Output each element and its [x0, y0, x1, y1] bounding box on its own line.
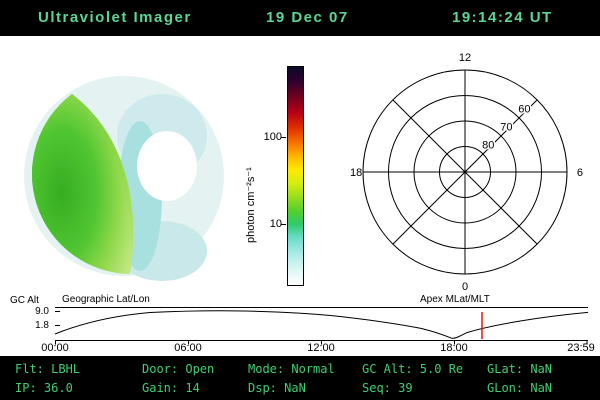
polar-grid-lines [362, 69, 568, 275]
app-title: Ultraviolet Imager [38, 9, 192, 26]
strip-y-tick-1p8: 1.8 [35, 320, 49, 331]
colorbar-tick-mark-100 [281, 137, 286, 138]
uv-disk [24, 76, 224, 281]
status-gain: Gain: 14 [142, 381, 200, 395]
colorbar-unit-label: photon cm⁻²s⁻¹ [245, 167, 257, 243]
gc-alt-strip-chart [54, 307, 589, 345]
strip-right-title: Apex MLat/MLT [420, 294, 490, 305]
colorbar-tick-label-10: 10 [269, 218, 282, 230]
status-ip: IP: 36.0 [15, 381, 73, 395]
status-dsp: Dsp: NaN [248, 381, 306, 395]
colorbar-tick-mark-10 [281, 224, 286, 225]
colorbar [287, 66, 304, 286]
status-bar: Flt: LBHL Door: Open Mode: Normal GC Alt… [0, 356, 600, 400]
status-door: Door: Open [142, 362, 215, 376]
status-glat: GLat: NaN [487, 362, 553, 376]
strip-y-axis-title: GC Alt [10, 295, 39, 306]
strip-x-tick-1800: 18:00 [440, 342, 468, 354]
strip-x-tick-1200: 12:00 [307, 342, 335, 354]
polar-grid-plot: 12 0 18 6 60 70 80 [350, 52, 583, 293]
status-glon: GLon: NaN [487, 381, 553, 395]
mlt-label-0: 0 [462, 281, 468, 293]
time-display: 19:14:24 UT [452, 9, 553, 26]
lat-label-70: 70 [500, 122, 512, 134]
mlt-label-6: 6 [577, 167, 583, 179]
lat-label-60: 60 [518, 104, 530, 116]
date-display: 19 Dec 07 [266, 9, 349, 26]
mlt-label-18: 18 [350, 167, 362, 179]
gc-alt-curve [54, 310, 589, 339]
strip-x-tick-2359: 23:59 [567, 342, 595, 354]
lat-label-80: 80 [482, 140, 494, 152]
uv-image [24, 76, 224, 281]
strip-y-tick-9: 9.0 [35, 306, 49, 317]
status-flt: Flt: LBHL [15, 362, 81, 376]
mlt-label-12: 12 [459, 52, 471, 64]
status-seq: Seq: 39 [362, 381, 413, 395]
strip-axes [55, 307, 588, 345]
strip-left-title: Geographic Lat/Lon [62, 294, 150, 305]
status-gc-alt: GC Alt: 5.0 Re [362, 362, 464, 376]
strip-x-tick-0600: 06:00 [174, 342, 202, 354]
title-bar: Ultraviolet Imager 19 Dec 07 19:14:24 UT [0, 0, 600, 36]
status-mode: Mode: Normal [248, 362, 335, 376]
colorbar-tick-label-100: 100 [263, 131, 282, 143]
strip-x-tick-0000: 00:00 [41, 342, 69, 354]
